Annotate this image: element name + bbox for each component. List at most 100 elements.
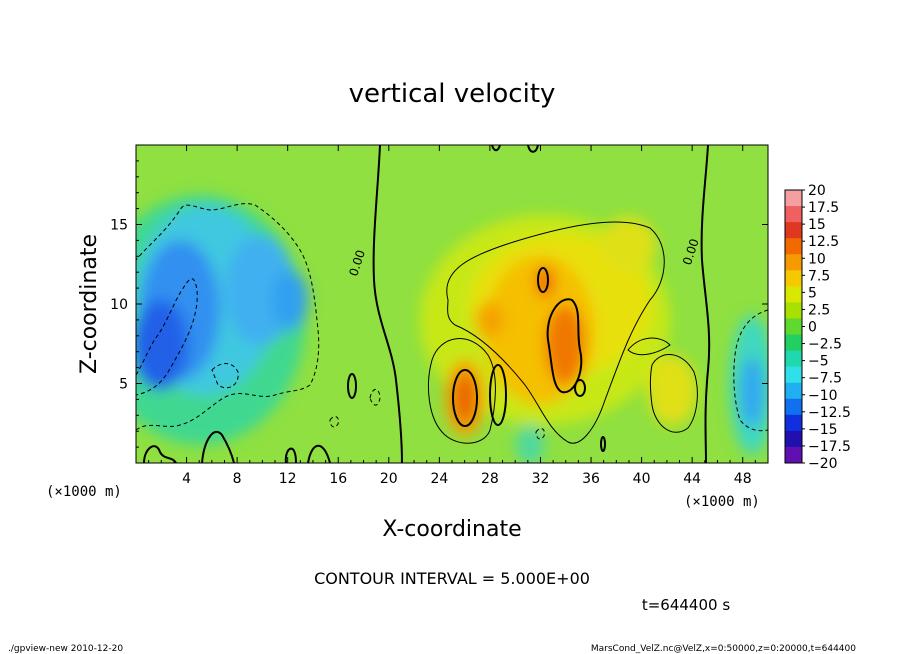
- zero-contour-line: [700, 145, 711, 463]
- colorbar-label: 0: [808, 320, 817, 336]
- field-blob: [740, 357, 764, 427]
- colorbar-swatch: [785, 414, 802, 432]
- x-tick-label: 20: [380, 471, 398, 487]
- colorbar-label: −15: [808, 422, 838, 438]
- field-blob: [476, 302, 504, 338]
- colorbar-label: −17.5: [808, 439, 851, 455]
- colorbar-label: −7.5: [808, 371, 842, 387]
- contour-line: [489, 364, 507, 426]
- zero-contour-line: [372, 145, 403, 463]
- x-tick-label: 4: [182, 471, 191, 487]
- negative-contour-line: [136, 203, 320, 431]
- colorbar-swatch: [785, 286, 802, 303]
- colorbar-swatch: [785, 222, 802, 239]
- x-unit-label-left: (×1000 m): [46, 484, 122, 500]
- zero-contour-line: [491, 145, 501, 152]
- x-tick-label: 44: [683, 471, 701, 487]
- x-tick-label: 24: [430, 471, 448, 487]
- colorbar-label: −2.5: [808, 337, 842, 353]
- x-tick-label: 12: [279, 471, 297, 487]
- x-tick-label: 28: [481, 471, 499, 487]
- contour-line: [452, 369, 478, 427]
- x-tick-label: 16: [329, 471, 347, 487]
- contour-line: [627, 337, 671, 356]
- zero-contours: [143, 145, 711, 463]
- contour-line: [537, 267, 549, 293]
- colorbar-label: 12.5: [808, 234, 839, 250]
- colorbar-swatch: [785, 254, 802, 271]
- positive-contours: [428, 221, 698, 444]
- field-blob: [136, 300, 188, 390]
- x-tick-label: 32: [532, 471, 550, 487]
- colorbar-label: −5: [808, 354, 829, 370]
- colorbar-swatch: [785, 398, 802, 416]
- colorbar-label: 15: [808, 217, 826, 233]
- x-unit-label-right: (×1000 m): [684, 494, 760, 510]
- contour-line: [600, 436, 606, 452]
- colorbar-label: 10: [808, 251, 826, 267]
- contour-line: [650, 354, 698, 433]
- zero-contour-line: [284, 447, 297, 463]
- colorbar-label: 5: [808, 285, 817, 301]
- y-axis-label: Z-coordinate: [77, 234, 102, 374]
- negative-contours: [136, 203, 768, 440]
- x-axis-label: X-coordinate: [382, 517, 521, 542]
- colorbar-swatch: [785, 302, 802, 319]
- colorbar-swatch: [785, 350, 802, 368]
- y-tick-label: 5: [119, 377, 128, 393]
- colorbar-swatch: [785, 366, 802, 384]
- colorbar-label: 7.5: [808, 268, 830, 284]
- zero-contour-line: [201, 430, 235, 463]
- colorbar-label: −12.5: [808, 405, 851, 421]
- colorbar-label: 2.5: [808, 302, 830, 318]
- zero-contour-line: [143, 445, 177, 463]
- time-text: t=644400 s: [642, 596, 730, 614]
- x-tick-label: 36: [582, 471, 600, 487]
- x-tick-label: 8: [233, 471, 242, 487]
- colorbar-swatch: [785, 318, 802, 336]
- field-blob: [600, 217, 656, 273]
- negative-contour-line: [211, 363, 239, 389]
- x-tick-label: 48: [734, 471, 752, 487]
- field-colors: [136, 195, 768, 463]
- colorbar-swatch: [785, 190, 802, 207]
- contour-line: [574, 379, 586, 397]
- x-tick-label: 40: [633, 471, 651, 487]
- field-blob: [647, 355, 697, 425]
- colorbar-label: 20: [808, 183, 826, 199]
- contour-line: [546, 298, 583, 394]
- zero-contour-line: [347, 373, 357, 399]
- colorbar-label: 17.5: [808, 200, 839, 216]
- contour-line: [428, 338, 496, 444]
- colorbar-swatch: [785, 206, 802, 223]
- negative-contour-line: [329, 416, 339, 428]
- colorbar-swatch: [785, 334, 802, 352]
- zero-contour-line: [527, 145, 539, 153]
- y-axis: 5 10 15: [110, 160, 768, 448]
- field-blob: [455, 374, 475, 422]
- field-blob: [516, 425, 544, 463]
- colorbar-swatch: [785, 270, 802, 287]
- colorbar-label: −10: [808, 388, 838, 404]
- contour-line: [446, 221, 665, 444]
- colorbar-swatch: [785, 382, 802, 400]
- colorbar-swatch: [785, 238, 802, 255]
- negative-contour-line: [535, 428, 545, 440]
- colorbar-swatch: [785, 430, 802, 448]
- negative-contour-line: [733, 309, 768, 432]
- y-tick-label: 15: [110, 218, 128, 234]
- contour-interval-text: CONTOUR INTERVAL = 5.000E+00: [314, 569, 590, 588]
- footer-left: ./gpview-new 2010-12-20: [8, 644, 123, 654]
- negative-contour-line: [369, 389, 381, 406]
- field-blob: [545, 305, 585, 385]
- strong-positive-contours: [452, 267, 606, 452]
- plot-area: 0.00 0.00: [136, 145, 768, 463]
- field-blob: [272, 270, 308, 330]
- footer-right: MarsCond_VelZ.nc@VelZ,x=0:50000,z=0:2000…: [591, 644, 856, 654]
- negative-contour-line: [136, 278, 198, 396]
- y-tick-label: 10: [110, 297, 128, 313]
- chart-title: vertical velocity: [349, 79, 556, 109]
- x-axis: 4 8 12 16 20 24 28 32 36 40 44 48: [148, 145, 756, 487]
